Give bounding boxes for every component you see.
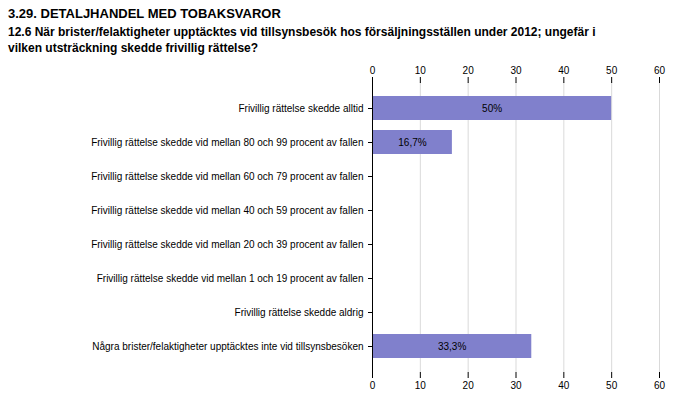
html-text:3.29. DETALJHANDEL MED TOBAKSV: 3.29. DETALJHANDEL MED TOBAKSVAROR — [8, 6, 281, 21]
svg-text:30: 30 — [510, 380, 522, 391]
svg-text:50: 50 — [606, 380, 618, 391]
svg-text:50%: 50% — [482, 103, 502, 114]
svg-text:50: 50 — [606, 65, 618, 76]
svg-text:Frivillig rättelse skedde vid: Frivillig rättelse skedde vid mellan 80 … — [91, 137, 363, 148]
svg-text:60: 60 — [654, 65, 666, 76]
svg-text:10: 10 — [415, 65, 427, 76]
svg-text:20: 20 — [463, 380, 475, 391]
svg-text:0: 0 — [370, 380, 376, 391]
svg-text:Frivillig rättelse skedde allt: Frivillig rättelse skedde alltid — [238, 103, 363, 114]
svg-text:Några brister/felaktigheter up: Några brister/felaktigheter upptäcktes i… — [92, 341, 363, 352]
svg-text:Frivillig rättelse skedde aldr: Frivillig rättelse skedde aldrig — [235, 307, 364, 318]
svg-text:40: 40 — [558, 65, 570, 76]
svg-text:10: 10 — [415, 380, 427, 391]
html-text:12.6 När brister/felaktigheter: 12.6 När brister/felaktigheter upptäckte… — [8, 25, 596, 55]
svg-text:Frivillig rättelse skedde vid: Frivillig rättelse skedde vid mellan 1 o… — [97, 273, 364, 284]
svg-text:20: 20 — [463, 65, 475, 76]
svg-text:0: 0 — [370, 65, 376, 76]
svg-text:40: 40 — [558, 380, 570, 391]
svg-text:60: 60 — [654, 380, 666, 391]
svg-text:33,3%: 33,3% — [438, 341, 466, 352]
svg-text:Frivillig rättelse skedde vid: Frivillig rättelse skedde vid mellan 40 … — [91, 205, 363, 216]
svg-text:30: 30 — [510, 65, 522, 76]
svg-text:Frivillig rättelse skedde vid: Frivillig rättelse skedde vid mellan 60 … — [91, 171, 363, 182]
svg-text:16,7%: 16,7% — [398, 137, 426, 148]
svg-text:Frivillig rättelse skedde vid: Frivillig rättelse skedde vid mellan 20 … — [91, 239, 363, 250]
